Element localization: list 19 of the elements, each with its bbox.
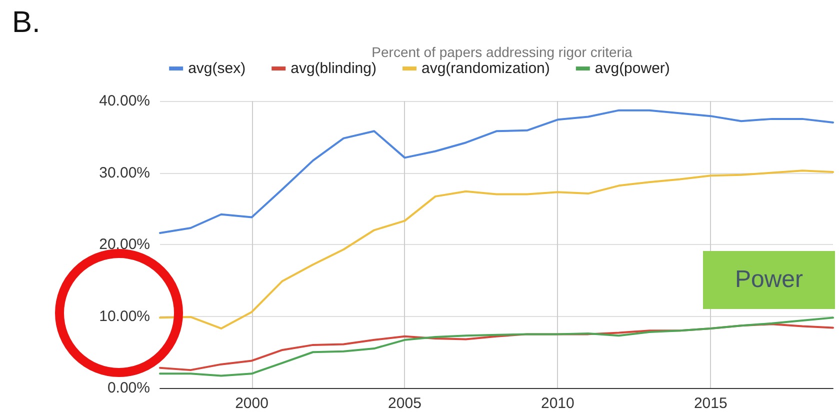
legend-label: avg(sex) [188, 60, 246, 77]
y-tick-label: 10.00% [99, 308, 150, 325]
y-tick-label: 20.00% [99, 236, 150, 253]
y-tick-label: 30.00% [99, 164, 150, 182]
x-tick-label: 2010 [540, 395, 574, 412]
y-tick-label: 40.00% [99, 92, 150, 110]
legend-label: avg(blinding) [290, 60, 376, 77]
text: B. [12, 6, 40, 40]
line-series [159, 316, 834, 377]
line-series [159, 170, 834, 330]
chart-title: Percent of papers addressing rigor criteria [372, 44, 633, 60]
x-tick-label: 2000 [235, 395, 268, 412]
x-tick-label: 2005 [388, 395, 422, 412]
x-tick-label: 2015 [694, 395, 728, 412]
y-tick-label: 0.00% [107, 380, 150, 396]
legend-label: avg(power) [594, 60, 670, 77]
legend-label: avg(randomization) [421, 60, 550, 77]
annotation: Power [703, 251, 835, 309]
line-series [159, 109, 834, 234]
